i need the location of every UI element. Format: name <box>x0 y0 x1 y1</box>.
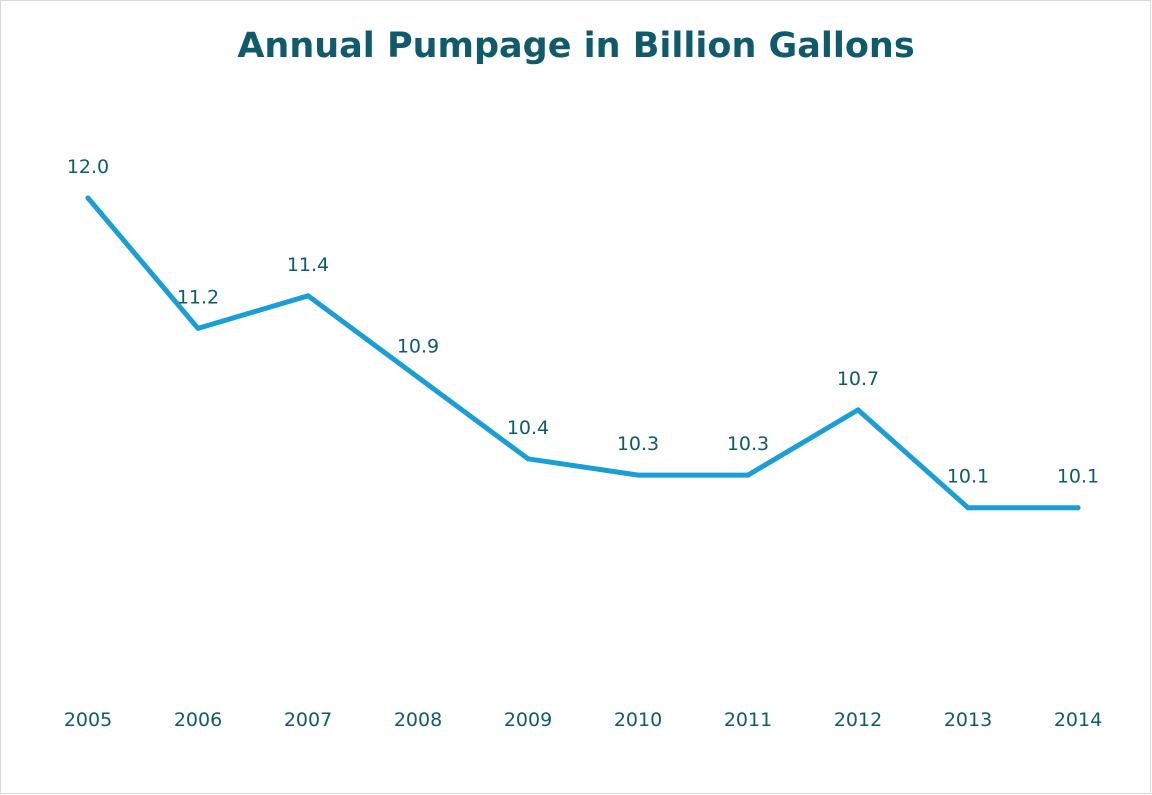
data-label: 10.9 <box>397 335 439 357</box>
x-tick-label: 2010 <box>614 709 662 731</box>
data-point <box>965 505 971 511</box>
data-label: 10.7 <box>837 368 879 390</box>
data-point <box>1075 505 1081 511</box>
data-label: 10.4 <box>507 417 549 439</box>
data-label: 10.1 <box>1057 466 1099 488</box>
x-tick-label: 2013 <box>944 709 992 731</box>
data-label: 10.3 <box>727 433 769 455</box>
chart-title: Annual Pumpage in Billion Gallons <box>237 26 915 66</box>
data-point <box>855 407 861 413</box>
data-point <box>525 456 531 462</box>
data-point <box>745 472 751 478</box>
data-point <box>85 195 91 201</box>
x-tick-label: 2009 <box>504 709 552 731</box>
data-label: 12.0 <box>67 156 109 178</box>
data-label: 10.1 <box>947 466 989 488</box>
x-tick-label: 2012 <box>834 709 882 731</box>
x-tick-label: 2014 <box>1054 709 1102 731</box>
data-label: 11.4 <box>287 254 329 276</box>
x-axis: 2005 2006 2007 2008 2009 2010 2011 2012 2013 2014 <box>64 709 1102 731</box>
data-point <box>195 325 201 331</box>
x-tick-label: 2008 <box>394 709 442 731</box>
data-labels: 12.0 11.2 11.4 10.9 10.4 10.3 10.3 10.7 10.1 10.1 <box>67 156 1099 488</box>
data-label: 11.2 <box>177 286 219 308</box>
series-line <box>85 195 1081 511</box>
x-tick-label: 2006 <box>174 709 222 731</box>
x-tick-label: 2005 <box>64 709 112 731</box>
data-point <box>635 472 641 478</box>
x-tick-label: 2011 <box>724 709 772 731</box>
data-label: 10.3 <box>617 433 659 455</box>
data-point <box>305 293 311 299</box>
data-point <box>415 374 421 380</box>
series-layer <box>85 195 1081 511</box>
x-tick-label: 2007 <box>284 709 332 731</box>
